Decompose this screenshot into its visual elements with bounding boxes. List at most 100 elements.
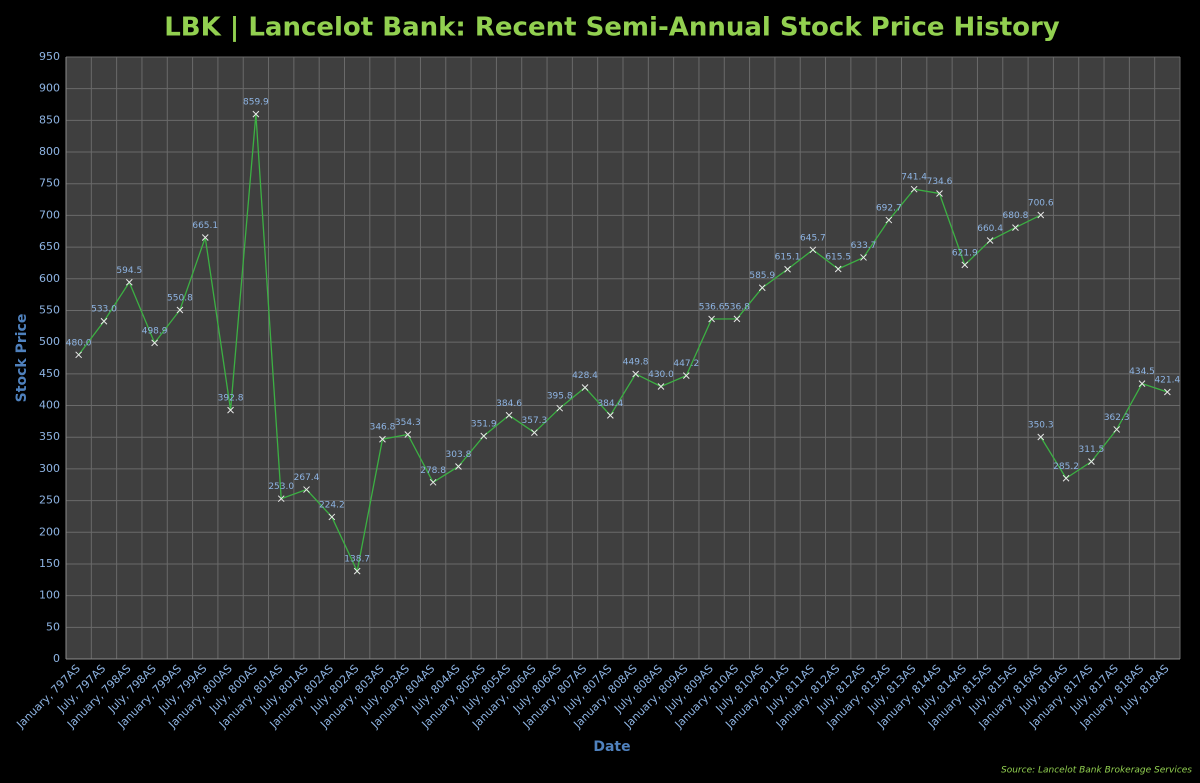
data-label: 585.9 [749, 271, 775, 281]
data-label: 430.0 [648, 370, 674, 380]
point-marker [125, 278, 133, 286]
point-marker [176, 306, 184, 314]
data-label: 533.0 [91, 305, 117, 315]
y-tick-label: 750 [39, 177, 60, 190]
data-label: 434.5 [1129, 367, 1155, 377]
data-label: 859.9 [243, 98, 269, 108]
data-label: 421.4 [1154, 375, 1180, 385]
y-tick-label: 850 [39, 113, 60, 126]
point-marker [556, 404, 564, 412]
point-marker [252, 110, 260, 118]
data-label: 384.4 [597, 399, 623, 409]
point-marker [961, 261, 969, 269]
data-label: 350.3 [1028, 421, 1054, 431]
y-tick-label: 300 [39, 462, 60, 475]
point-marker [75, 351, 83, 359]
data-label: 346.8 [370, 423, 396, 433]
point-marker [986, 237, 994, 244]
point-marker [834, 265, 842, 273]
y-tick-label: 150 [39, 557, 60, 570]
y-tick-label: 50 [46, 620, 60, 633]
data-label: 311.5 [1079, 445, 1105, 455]
point-marker [885, 216, 893, 224]
data-label: 395.8 [547, 392, 573, 402]
point-marker [682, 372, 690, 379]
data-label: 498.9 [142, 326, 168, 336]
data-label: 392.8 [218, 394, 244, 404]
point-marker [1088, 458, 1095, 465]
point-marker [227, 406, 234, 414]
data-label: 645.7 [800, 233, 826, 243]
data-label: 267.4 [294, 473, 320, 483]
source-note: Source: Lancelot Bank Brokerage Services [1001, 766, 1192, 776]
data-label: 660.4 [977, 224, 1003, 234]
y-tick-label: 600 [39, 272, 60, 285]
point-marker [1113, 426, 1121, 433]
data-label: 428.4 [572, 371, 598, 381]
y-tick-label: 200 [39, 525, 60, 538]
data-label: 536.8 [724, 302, 750, 312]
point-marker [455, 463, 462, 470]
point-marker [303, 486, 310, 493]
point-marker [1163, 388, 1171, 396]
point-marker [201, 234, 209, 241]
point-marker [353, 567, 361, 575]
data-label: 138.7 [344, 555, 370, 565]
point-marker [632, 370, 640, 378]
y-tick-label: 450 [39, 367, 60, 380]
y-tick-label: 500 [39, 335, 60, 348]
y-tick-label: 350 [39, 430, 60, 443]
y-tick-label: 250 [39, 494, 60, 507]
point-marker [581, 384, 589, 391]
data-label: 480.0 [66, 338, 92, 348]
point-marker [480, 432, 488, 440]
point-marker [910, 185, 918, 193]
data-label: 594.5 [116, 266, 142, 276]
data-label: 384.6 [496, 399, 522, 409]
point-marker [809, 246, 817, 254]
y-axis-label: Stock Price [14, 314, 30, 403]
y-tick-label: 900 [39, 82, 60, 95]
data-label: 354.3 [395, 418, 421, 428]
chart-title: LBK | Lancelot Bank: Recent Semi-Annual … [164, 13, 1060, 43]
y-tick-label: 700 [39, 208, 60, 221]
data-label: 449.8 [623, 357, 649, 367]
data-label: 700.6 [1028, 199, 1054, 209]
data-label: 633.7 [851, 241, 877, 251]
point-marker [1012, 224, 1019, 231]
y-tick-label: 550 [39, 303, 60, 316]
point-marker [100, 317, 108, 325]
point-marker [758, 284, 766, 292]
point-marker [531, 429, 538, 436]
point-marker [1062, 474, 1070, 482]
data-label: 357.3 [522, 416, 548, 426]
data-label: 615.5 [825, 252, 851, 262]
data-label: 741.4 [901, 173, 927, 183]
point-marker [1037, 433, 1045, 441]
data-label: 550.8 [167, 293, 193, 303]
point-marker [404, 431, 412, 438]
series-line [1040, 382, 1168, 480]
data-label: 447.2 [673, 359, 699, 369]
y-tick-label: 650 [39, 240, 60, 253]
point-marker [936, 190, 943, 197]
data-label: 278.8 [420, 466, 446, 476]
x-axis-label: Date [593, 739, 630, 755]
point-marker [606, 412, 614, 419]
point-marker [277, 495, 285, 503]
point-marker [151, 339, 158, 347]
data-label: 253.0 [268, 482, 294, 492]
point-marker [860, 254, 867, 261]
point-marker [784, 265, 791, 273]
data-label: 351.9 [471, 420, 497, 430]
y-tick-label: 400 [39, 399, 60, 412]
data-label: 680.8 [1003, 211, 1029, 221]
point-marker [708, 315, 715, 323]
data-label: 224.2 [319, 500, 345, 510]
point-marker [1037, 211, 1045, 219]
data-label: 285.2 [1053, 462, 1079, 472]
point-marker [379, 435, 386, 443]
data-label: 734.6 [927, 177, 953, 187]
y-tick-label: 0 [53, 652, 60, 665]
